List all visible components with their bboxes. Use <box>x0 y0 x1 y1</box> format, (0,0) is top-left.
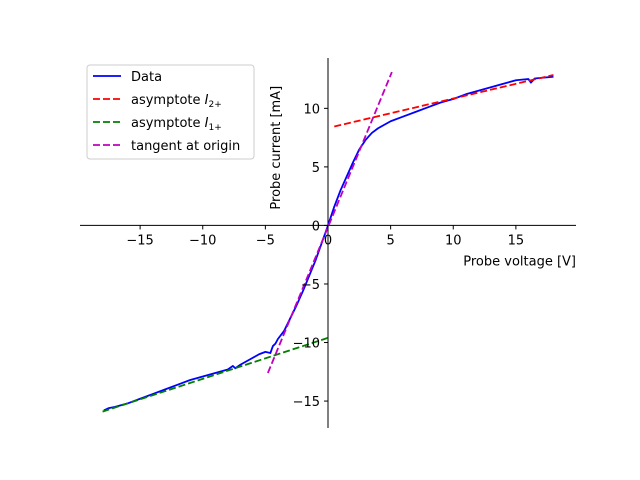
legend: Data asymptote I2+ asymptote I1+ tangent at… <box>86 64 255 160</box>
x-tick-label: 15 <box>508 233 525 248</box>
x-tick-label: −5 <box>256 233 275 248</box>
legend-entry-label: tangent at origin <box>131 139 240 154</box>
x-tick-label: −15 <box>126 233 153 248</box>
legend-entry-label: asymptote I1+ <box>131 116 222 133</box>
y-tick-label: 0 <box>312 219 320 234</box>
y-tick-label: −5 <box>301 278 320 293</box>
y-tick-label: −15 <box>293 395 320 410</box>
x-tick-label: 10 <box>445 233 462 248</box>
x-tick-label: 5 <box>386 233 394 248</box>
series-line-4 <box>267 71 393 374</box>
x-tick-label: 0 <box>324 233 332 248</box>
y-tick-label: −10 <box>293 337 320 352</box>
series-line-1 <box>103 75 554 412</box>
y-axis-label: Probe current [mA] <box>269 86 284 210</box>
ticks: −15 −10 −5 0 5 10 15 −15 −10 −5 0 5 10 <box>126 102 524 410</box>
y-tick-label: 5 <box>312 161 320 176</box>
legend-entry-label: asymptote I2+ <box>131 93 222 110</box>
x-axis-label: Probe voltage [V] <box>463 254 576 269</box>
series-line-2 <box>334 74 554 128</box>
legend-entry-label: Data <box>131 70 162 85</box>
y-tick-label: 10 <box>303 102 320 117</box>
series-layer <box>102 71 554 413</box>
x-tick-label: −10 <box>189 233 216 248</box>
legend-box <box>86 64 255 160</box>
